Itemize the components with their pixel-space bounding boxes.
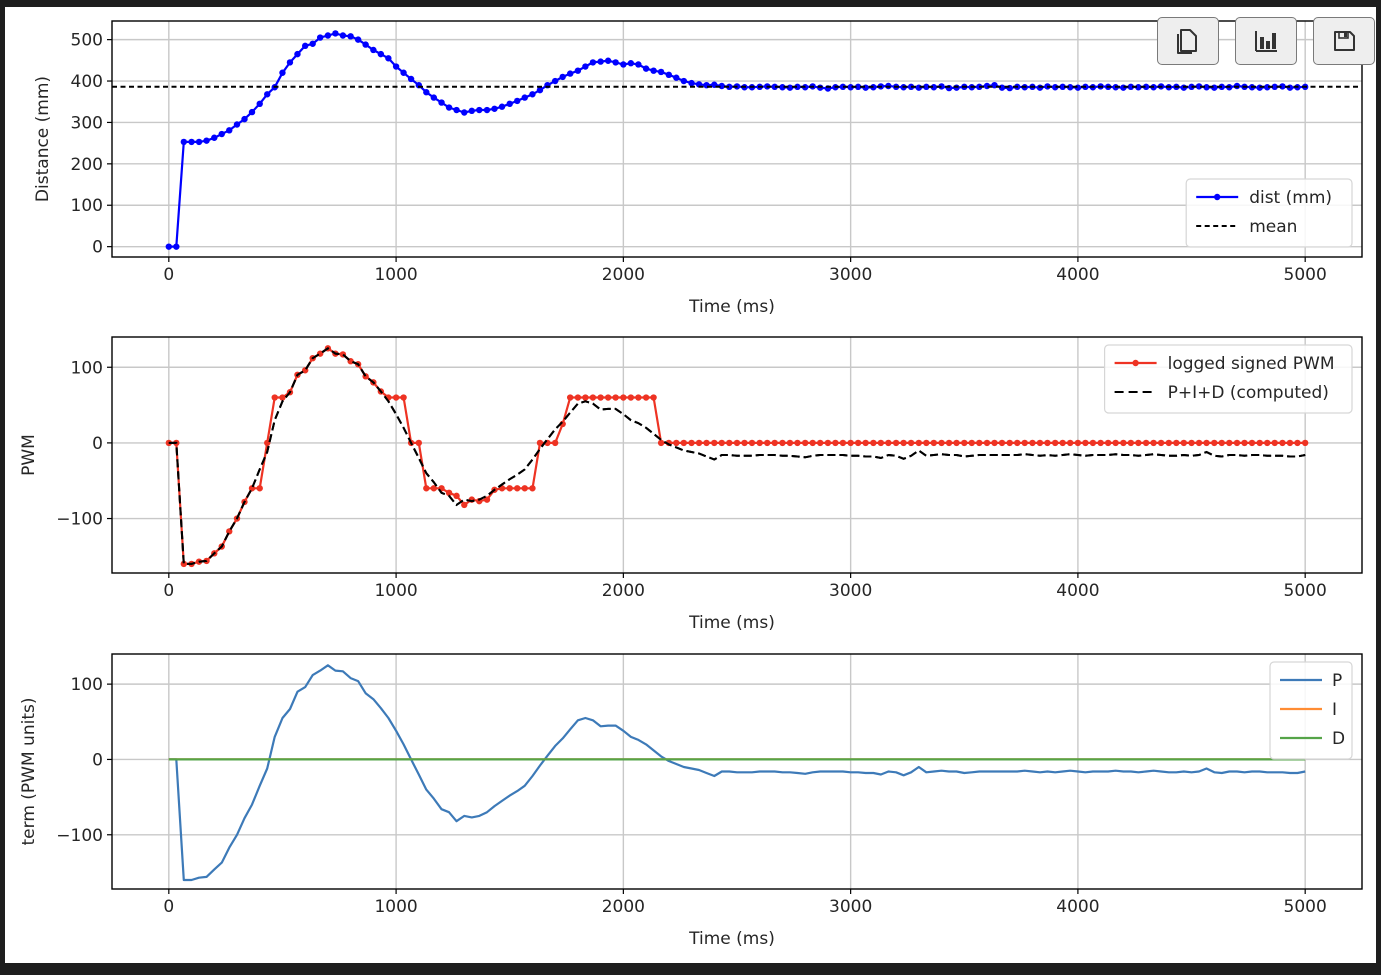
x-axis-label: Time (ms) — [688, 613, 775, 633]
y-tick-label: 300 — [71, 113, 103, 133]
legend-label: P+I+D (computed) — [1168, 383, 1329, 403]
x-tick-label: 5000 — [1284, 897, 1327, 917]
x-tick-label: 2000 — [602, 581, 645, 601]
y-tick-label: 0 — [92, 750, 103, 770]
x-tick-label: 5000 — [1284, 581, 1327, 601]
y-axis-label: term (PWM units) — [19, 698, 39, 846]
x-tick-label: 3000 — [829, 581, 872, 601]
legend: PID — [1269, 661, 1353, 760]
y-tick-label: 400 — [71, 72, 103, 92]
plot-data-button[interactable] — [1235, 17, 1297, 65]
axes-frame — [111, 653, 1363, 890]
y-tick-label: 100 — [71, 675, 103, 695]
figure-canvas: 0 1000 2000 3000 4000 5000 0 100 200 300 400 500 Tim… — [5, 7, 1376, 963]
y-axis-label: Distance (mm) — [33, 76, 53, 202]
y-tick-label: 200 — [71, 155, 103, 175]
x-tick-label: 0 — [163, 581, 174, 601]
legend: logged signed PWM P+I+D (computed) — [1103, 344, 1353, 414]
x-tick-label: 5000 — [1284, 265, 1327, 285]
legend-label: P — [1332, 671, 1342, 691]
subplot-3: 0 1000 2000 3000 4000 5000 −100 0 100 Time (ms) te… — [19, 653, 1363, 949]
save-button[interactable] — [1313, 17, 1375, 65]
x-axis-label: Time (ms) — [688, 929, 775, 949]
legend-label: logged signed PWM — [1168, 354, 1335, 374]
y-axis-label: PWM — [19, 434, 39, 476]
plot-svg: 0 1000 2000 3000 4000 50000100200300400500Tim… — [19, 20, 1363, 949]
bar-chart-icon — [1255, 31, 1277, 52]
subplot-1: 0 1000 2000 3000 4000 5000 0 100 200 300 400 500 Tim… — [33, 20, 1363, 317]
x-axis-label: Time (ms) — [688, 297, 775, 317]
legend: dist (mm) mean — [1185, 178, 1353, 248]
y-tick-label: 0 — [92, 434, 103, 454]
x-tick-label: 3000 — [829, 265, 872, 285]
series-dist-mm- — [168, 32, 1306, 248]
x-tick-label: 2000 — [602, 265, 645, 285]
legend-label: I — [1332, 700, 1337, 720]
x-tick-label: 4000 — [1056, 265, 1099, 285]
legend-label: dist (mm) — [1249, 188, 1332, 208]
copy-button[interactable] — [1157, 17, 1219, 65]
figure-toolbar — [1157, 17, 1375, 65]
subplot-2: 0 1000 2000 3000 4000 5000 −100 0 100 Time (ms) PW… — [19, 336, 1363, 633]
x-tick-label: 1000 — [374, 265, 417, 285]
x-tick-label: 4000 — [1056, 897, 1099, 917]
x-tick-label: 1000 — [374, 897, 417, 917]
x-tick-label: 0 — [163, 897, 174, 917]
legend-label: D — [1332, 729, 1345, 749]
y-tick-label: 500 — [71, 31, 103, 51]
series-p — [168, 664, 1306, 882]
x-tick-label: 3000 — [829, 897, 872, 917]
y-tick-label: 100 — [71, 358, 103, 378]
legend-label: mean — [1249, 217, 1297, 237]
x-tick-label: 4000 — [1056, 581, 1099, 601]
axes-frame — [111, 336, 1363, 574]
x-tick-label: 1000 — [374, 581, 417, 601]
y-tick-label: −100 — [56, 510, 103, 530]
axes-frame — [111, 20, 1363, 258]
floppy-disk-icon — [1334, 31, 1355, 51]
y-tick-label: 100 — [71, 196, 103, 216]
x-tick-label: 0 — [163, 265, 174, 285]
x-tick-label: 2000 — [602, 897, 645, 917]
y-tick-label: 0 — [92, 238, 103, 258]
copy-icon — [1177, 29, 1197, 54]
y-tick-label: −100 — [56, 826, 103, 846]
